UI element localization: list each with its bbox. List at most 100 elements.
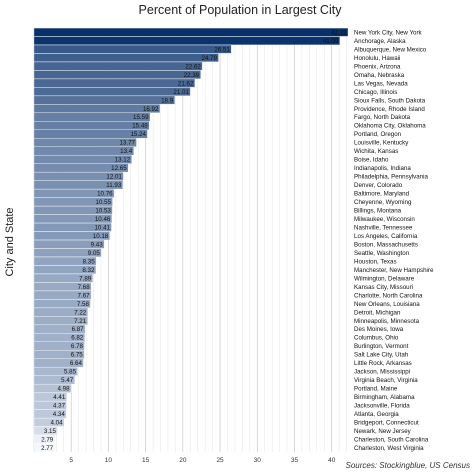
value-label: 7.21: [74, 318, 87, 325]
bar: [33, 44, 232, 54]
bar: [33, 358, 84, 368]
bar: [33, 426, 58, 436]
x-tick-label: 15: [142, 457, 150, 464]
bar: [33, 104, 161, 113]
bar: [33, 61, 203, 71]
x-tick-label: 5: [69, 457, 73, 464]
category-label: Charleston, West Virginia: [354, 445, 424, 452]
category-label: Virginia Beach, Virginia: [354, 377, 418, 384]
category-labels: New York City, New York Anchorage, Alaska…: [354, 29, 434, 452]
category-label: Denver, Colorado: [354, 182, 403, 189]
bar: [33, 384, 72, 393]
bar: [33, 146, 134, 156]
category-label: Providence, Rhode Island: [354, 106, 425, 113]
value-label: 12.65: [111, 165, 127, 172]
category-label: Newark, New Jersey: [354, 428, 412, 435]
bar: [33, 95, 175, 105]
value-label: 2.79: [41, 436, 54, 443]
category-label: Billings, Montana: [354, 208, 402, 215]
bar: [33, 307, 88, 317]
value-label: 24.79: [202, 55, 218, 62]
category-label: Baltimore, Maryland: [354, 191, 410, 198]
bar: [33, 299, 91, 308]
category-label: Fargo, North Dakota: [354, 114, 411, 121]
category-label: Burlington, Vermont: [354, 343, 409, 350]
category-label: Jackson, Mississippi: [354, 369, 410, 376]
category-label: New York City, New York: [354, 29, 423, 36]
value-label: 13.4: [120, 148, 133, 155]
bar: [33, 78, 196, 88]
category-label: Manchester, New Hampshire: [354, 267, 434, 274]
value-label: 5.47: [61, 377, 74, 384]
value-label: 6.82: [71, 335, 84, 342]
bar: [33, 121, 150, 130]
value-label: 16.92: [143, 106, 159, 113]
category-label: Detroit, Michigan: [354, 309, 401, 316]
category-label: Portland, Maine: [354, 386, 398, 393]
bar: [33, 163, 129, 173]
value-label: 15.24: [130, 131, 146, 138]
value-label: 6.75: [71, 352, 84, 359]
bar: [33, 333, 85, 342]
category-label: Albuquerque, New Mexico: [354, 46, 427, 53]
category-label: Las Vegas, Nevada: [354, 80, 408, 87]
category-label: Portland, Oregon: [354, 131, 402, 138]
bar: [33, 129, 148, 139]
category-label: Oklahoma City, Oklahoma: [354, 123, 426, 130]
value-label: 6.78: [71, 343, 84, 350]
bar: [33, 172, 124, 181]
category-label: Wichita, Kansas: [354, 148, 398, 155]
category-label: Milwaukee, Wisconsin: [354, 216, 415, 223]
bar: [33, 138, 137, 147]
x-tick-label: 30: [254, 457, 262, 464]
x-tick-label: 35: [291, 457, 299, 464]
bar: [33, 367, 78, 376]
value-label: 2.77: [41, 445, 54, 452]
value-label: 5.85: [64, 369, 77, 376]
category-label: Honolulu, Hawaii: [354, 55, 400, 62]
bar: [33, 273, 93, 283]
bar: [33, 290, 92, 300]
value-label: 9.43: [91, 241, 104, 248]
bar: [33, 434, 55, 444]
bar: [33, 197, 113, 207]
value-label: 6.87: [72, 326, 85, 333]
bar: [33, 341, 85, 351]
bar: [33, 53, 219, 62]
category-label: Little Rock, Arkansas: [354, 360, 412, 367]
value-label: 9.05: [88, 250, 101, 257]
category-label: Nashville, Tennessee: [354, 224, 413, 231]
bar: [33, 350, 85, 359]
bar: [33, 392, 67, 402]
value-label: 41.09: [323, 38, 339, 45]
category-label: Indianapolis, Indiana: [354, 165, 411, 172]
category-label: Bridgeport, Connecticut: [354, 420, 419, 427]
category-label: Kansas City, Missouri: [354, 284, 413, 291]
category-label: Salt Lake City, Utah: [354, 352, 409, 359]
bar: [33, 418, 65, 427]
value-label: 22.62: [185, 63, 201, 70]
category-label: Wilmington, Delaware: [354, 275, 415, 282]
category-label: Birmingham, Alabama: [354, 394, 415, 401]
bar: [33, 87, 191, 96]
bar: [33, 324, 86, 334]
value-label: 7.68: [78, 284, 91, 291]
value-label: 10.18: [93, 233, 109, 240]
bar: [33, 206, 113, 215]
bar: [33, 443, 55, 453]
value-label: 7.22: [74, 309, 87, 316]
bar: [33, 409, 67, 419]
value-label: 10.46: [95, 216, 111, 223]
value-label: 8.32: [82, 267, 95, 274]
category-label: Atlanta, Georgia: [354, 411, 399, 418]
category-label: Chicago, Illinois: [354, 89, 397, 96]
category-label: Charlotte, North Carolina: [354, 292, 423, 299]
source-note: Sources: Stockingblue, US Census: [345, 461, 470, 470]
x-axis-ticks: 5 10 15 20 25 30 35 40: [69, 457, 335, 464]
category-label: Des Moines, Iowa: [354, 326, 404, 333]
category-label: Houston, Texas: [354, 258, 397, 265]
bar: [33, 231, 110, 241]
category-label: Philadelphia, Pennsylvania: [354, 174, 429, 181]
